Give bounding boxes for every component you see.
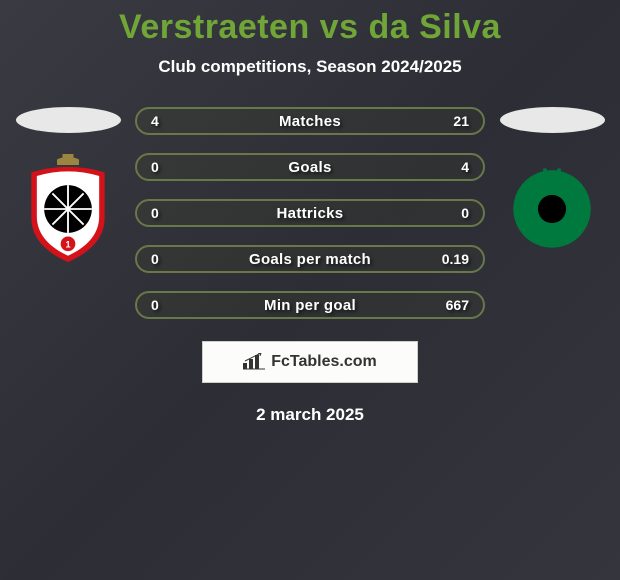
antwerp-crest-icon: 1 [22,154,114,264]
club-badge-right [506,163,598,255]
comparison-card: Verstraeten vs da Silva Club competition… [0,0,620,425]
stat-row-goals-per-match: 0 Goals per match 0.19 [135,245,485,273]
stat-left-value: 0 [151,159,159,175]
stat-row-min-per-goal: 0 Min per goal 667 [135,291,485,319]
content-row: 1 4 Matches 21 0 Goals 4 0 Hattricks 0 0 [0,107,620,319]
svg-text:1: 1 [65,240,70,250]
stat-right-value: 667 [446,297,469,313]
stat-row-goals: 0 Goals 4 [135,153,485,181]
branding-text: FcTables.com [271,353,377,371]
player-placeholder-right [500,107,605,133]
player-placeholder-left [16,107,121,133]
stat-right-value: 0 [461,205,469,221]
cercle-crest-icon [508,165,596,253]
branding-box[interactable]: FcTables.com [202,341,418,383]
stat-left-value: 4 [151,113,159,129]
stat-label: Goals per match [249,251,371,268]
stat-right-value: 0.19 [442,251,469,267]
left-column: 1 [13,107,123,255]
stat-label: Matches [279,113,341,130]
stat-left-value: 0 [151,205,159,221]
bar-chart-icon [243,353,265,371]
stat-right-value: 4 [461,159,469,175]
stat-left-value: 0 [151,251,159,267]
stat-label: Hattricks [277,205,344,222]
stat-right-value: 21 [453,113,469,129]
title: Verstraeten vs da Silva [0,8,620,47]
club-badge-left: 1 [22,163,114,255]
right-column [497,107,607,255]
stats-column: 4 Matches 21 0 Goals 4 0 Hattricks 0 0 G… [135,107,485,319]
stat-left-value: 0 [151,297,159,313]
subtitle: Club competitions, Season 2024/2025 [0,57,620,77]
stat-row-matches: 4 Matches 21 [135,107,485,135]
date-label: 2 march 2025 [0,405,620,425]
stat-label: Goals [288,159,331,176]
stat-row-hattricks: 0 Hattricks 0 [135,199,485,227]
stat-label: Min per goal [264,297,356,314]
